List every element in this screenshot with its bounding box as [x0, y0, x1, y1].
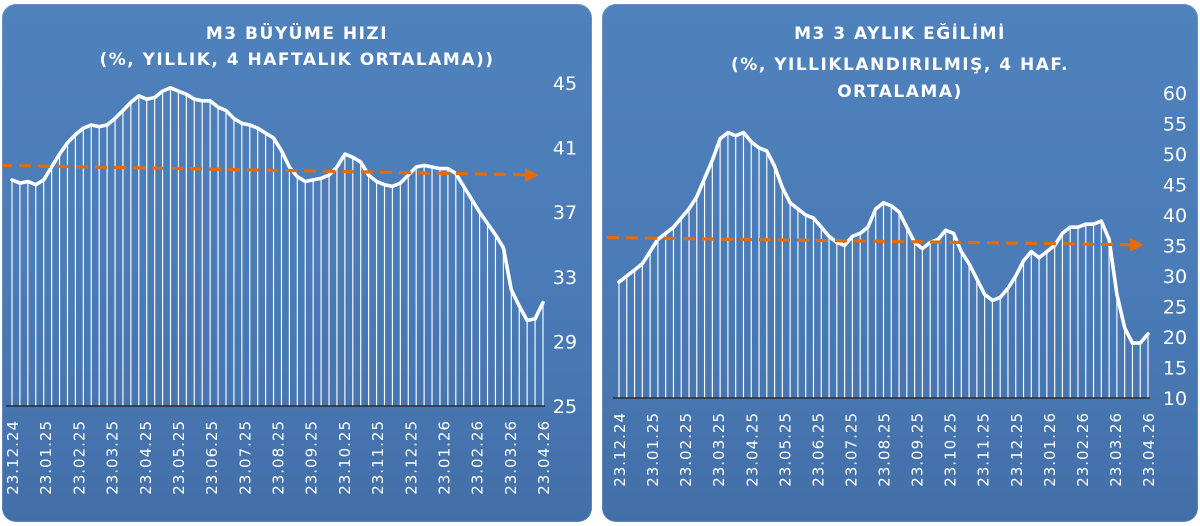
- series-line: [10, 86, 545, 323]
- y-tick-label: 41: [553, 138, 577, 160]
- y-tick-label: 20: [1163, 327, 1187, 349]
- chart-subtitle-line1: (%, YILLIKLANDIRILMIŞ, 4 HAF.: [731, 55, 1069, 75]
- x-tick-label: 23.02.26: [469, 420, 487, 495]
- x-tick-label: 23.06.25: [809, 412, 827, 487]
- x-tick-label: 23.04.26: [535, 420, 553, 495]
- x-tick-label: 23.04.25: [743, 412, 761, 487]
- x-tick-label: 23.01.25: [644, 412, 662, 487]
- y-tick-label: 25: [553, 396, 577, 418]
- x-tick-label: 23.06.25: [203, 420, 221, 495]
- x-tick-label: 23.07.25: [842, 412, 860, 487]
- x-tick-label: 23.12.24: [611, 412, 629, 487]
- series-line: [617, 130, 1150, 345]
- x-tick-label: 23.05.25: [170, 420, 188, 495]
- trend-line: [2, 163, 528, 177]
- x-tick-label: 23.04.26: [1140, 412, 1158, 487]
- chart-plot-m3-growth: 45 41 37 33 29 25 23.12.24 23.01.25 23.02.25 23.0…: [2, 73, 577, 495]
- y-tick-label: 55: [1163, 114, 1187, 136]
- x-tick-label: 23.01.26: [1041, 412, 1059, 487]
- y-tick-label: 25: [1163, 297, 1187, 319]
- x-tick-label: 23.05.25: [776, 412, 794, 487]
- chart-subtitle-line2: ORTALAMA): [837, 82, 963, 102]
- chart-title: M3 BÜYÜME HIZI: [205, 24, 389, 44]
- x-tick-label: 23.01.26: [435, 420, 453, 495]
- trend-arrowhead: [525, 168, 539, 183]
- y-tick-label: 33: [553, 267, 577, 289]
- x-tick-label: 23.11.25: [975, 412, 993, 487]
- y-tick-label: 40: [1163, 205, 1187, 227]
- y-tick-label: 10: [1163, 388, 1187, 410]
- x-tick-label: 23.12.24: [4, 420, 22, 495]
- trend-line: [606, 235, 1133, 247]
- x-tick-label: 23.07.25: [236, 420, 254, 495]
- x-tick-label: 23.08.25: [876, 412, 894, 487]
- y-tick-label: 30: [1163, 266, 1187, 288]
- chart-panel-m3-growth: M3 BÜYÜME HIZI (%, YILLIK, 4 HAFTALIK OR…: [2, 4, 592, 522]
- x-tick-label: 23.03.26: [502, 420, 520, 495]
- x-tick-label: 23.10.25: [336, 420, 354, 495]
- y-tick-label: 60: [1163, 83, 1187, 105]
- x-tick-label: 23.10.25: [942, 412, 960, 487]
- x-tick-label: 23.04.25: [137, 420, 155, 495]
- y-tick-label: 45: [553, 73, 577, 95]
- y-tick-label: 45: [1163, 175, 1187, 197]
- chart-panel-m3-trend: M3 3 AYLIK EĞİLİMİ (%, YILLIKLANDIRILMIŞ…: [602, 4, 1198, 522]
- trend-arrowhead: [1130, 237, 1144, 252]
- x-tick-label: 23.11.25: [369, 420, 387, 495]
- y-tick-label: 50: [1163, 144, 1187, 166]
- x-tick-label: 23.02.25: [70, 420, 88, 495]
- x-tick-label: 23.02.26: [1074, 412, 1092, 487]
- x-tick-label: 23.09.25: [303, 420, 321, 495]
- y-tick-label: 37: [553, 202, 577, 224]
- x-tick-label: 23.08.25: [270, 420, 288, 495]
- chart-title: M3 3 AYLIK EĞİLİMİ: [794, 24, 1006, 44]
- chart-subtitle: (%, YILLIK, 4 HAFTALIK ORTALAMA)): [99, 50, 495, 70]
- x-tick-label: 23.02.25: [677, 412, 695, 487]
- y-tick-label: 35: [1163, 236, 1187, 258]
- x-tick-label: 23.03.25: [104, 420, 122, 495]
- y-tick-label: 29: [553, 331, 577, 353]
- x-tick-label: 23.12.25: [1008, 412, 1026, 487]
- x-tick-label: 23.03.25: [710, 412, 728, 487]
- x-tick-label: 23.12.25: [402, 420, 420, 495]
- x-tick-label: 23.09.25: [909, 412, 927, 487]
- chart-plot-m3-trend: 60 55 50 45 40 35 30 25 20 15 10 23.12.24 23.01.25 23…: [606, 83, 1187, 487]
- y-tick-label: 15: [1163, 358, 1187, 380]
- x-tick-label: 23.03.26: [1107, 412, 1125, 487]
- x-tick-label: 23.01.25: [37, 420, 55, 495]
